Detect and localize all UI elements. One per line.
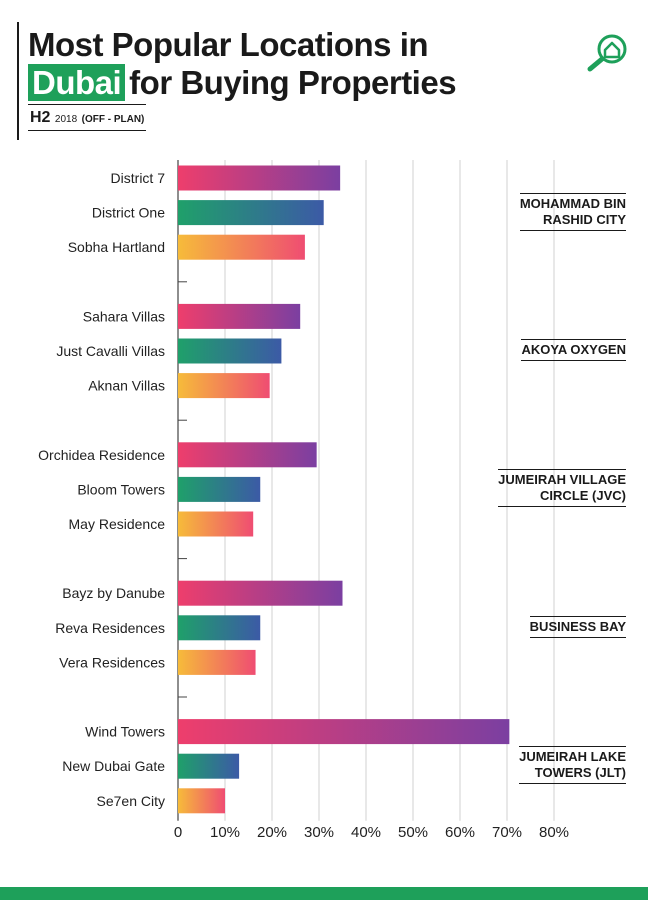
bar xyxy=(178,165,341,191)
subtitle-half: H2 xyxy=(30,109,51,126)
group-label: JUMEIRAH LAKE TOWERS (JLT) xyxy=(519,746,626,785)
chart-title: Most Popular Locations in Dubai for Buyin… xyxy=(28,26,457,102)
bar xyxy=(178,788,225,814)
x-tick-label: 70% xyxy=(492,824,522,841)
bar xyxy=(178,200,324,226)
bar xyxy=(178,511,254,537)
bar xyxy=(178,580,343,606)
category-label: Sahara Villas xyxy=(83,308,165,324)
group-label: BUSINESS BAY xyxy=(529,615,626,638)
chart-subtitle: H2 2018 (OFF - PLAN) xyxy=(30,109,144,127)
subtitle-rule-bottom xyxy=(28,130,146,131)
bar xyxy=(178,649,256,675)
bar xyxy=(178,234,305,260)
category-label: Orchidea Residence xyxy=(38,447,165,463)
x-tick-label: 60% xyxy=(445,824,475,841)
bar xyxy=(178,373,270,399)
category-label: District One xyxy=(92,205,165,221)
x-tick-label: 0 xyxy=(174,824,182,841)
title-highlight: Dubai xyxy=(28,64,126,101)
category-label: District 7 xyxy=(111,170,166,186)
bar xyxy=(178,303,301,329)
house-magnifier-icon xyxy=(587,34,627,72)
category-label: Bayz by Danube xyxy=(62,585,165,601)
title-line-2: Dubai for Buying Properties xyxy=(28,64,457,102)
bar xyxy=(178,753,240,779)
category-label: Wind Towers xyxy=(85,724,165,740)
subtitle-rule-top xyxy=(28,104,146,105)
title-line-1: Most Popular Locations in xyxy=(28,26,429,63)
title-line-2-rest: for Buying Properties xyxy=(129,64,457,101)
category-label: Vera Residences xyxy=(59,654,165,670)
subtitle-year: 2018 xyxy=(54,114,78,125)
bar xyxy=(178,442,317,468)
category-label: Reva Residences xyxy=(55,620,165,636)
category-label: May Residence xyxy=(69,516,166,532)
group-label: MOHAMMAD BIN RASHID CITY xyxy=(519,192,626,231)
bar xyxy=(178,719,510,745)
x-tick-label: 40% xyxy=(351,824,381,841)
category-label: Aknan Villas xyxy=(88,378,165,394)
category-label: Se7en City xyxy=(97,793,165,809)
bar-chart: District 7 District One Sobha Hartland Saha… xyxy=(38,160,569,841)
group-label: JUMEIRAH VILLAGE CIRCLE (JVC) xyxy=(498,469,626,508)
x-tick-label: 20% xyxy=(257,824,287,841)
x-tick-label: 10% xyxy=(210,824,240,841)
category-label: Bloom Towers xyxy=(77,481,165,497)
group-label: AKOYA OXYGEN xyxy=(521,339,626,361)
title-accent-rule xyxy=(17,22,19,140)
bar xyxy=(178,338,282,364)
category-label: Just Cavalli Villas xyxy=(56,343,165,359)
x-tick-label: 30% xyxy=(304,824,334,841)
subtitle-plan: (OFF - PLAN) xyxy=(81,114,145,125)
footer-brand-bar xyxy=(0,887,648,900)
category-label: Sobha Hartland xyxy=(68,239,165,255)
category-label: New Dubai Gate xyxy=(62,758,165,774)
bar xyxy=(178,615,261,641)
bar xyxy=(178,476,261,502)
x-tick-label: 50% xyxy=(398,824,428,841)
x-tick-label: 80% xyxy=(539,824,569,841)
